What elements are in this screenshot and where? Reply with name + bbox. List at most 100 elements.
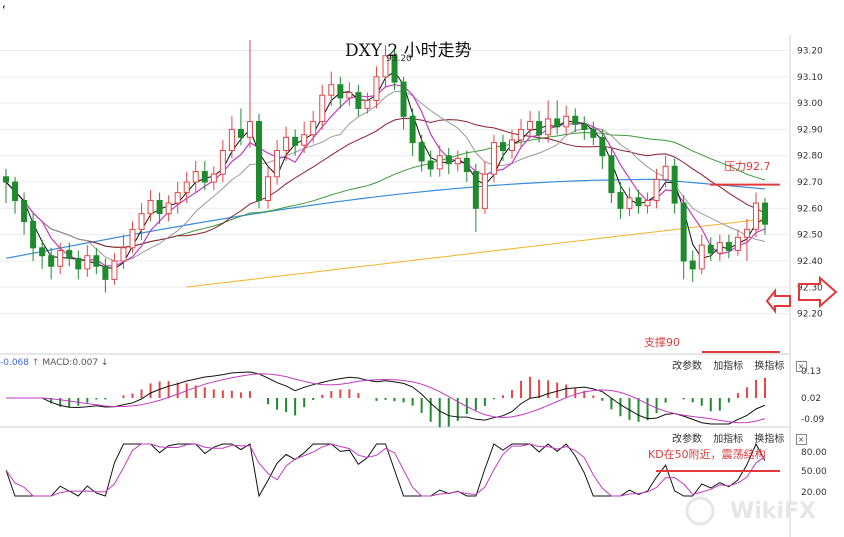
candle-body <box>111 260 118 280</box>
price-tick-label: 93.10 <box>797 73 823 83</box>
candle-body <box>310 121 317 136</box>
kd-change-params-button[interactable]: 改参数 <box>672 434 702 445</box>
support-annotation: 支撑90 <box>644 336 680 349</box>
candle-body <box>536 121 543 136</box>
candle-body <box>427 160 434 170</box>
ma-black-line <box>5 70 766 270</box>
kd-tick-label: 50.00 <box>801 467 827 477</box>
candle-body <box>608 155 615 194</box>
macd-down: ↓ <box>100 358 109 368</box>
candle-body <box>156 199 163 215</box>
candle-body <box>490 142 497 175</box>
macd-close-icon[interactable]: × <box>795 361 807 372</box>
macd-switch-indicator-button[interactable]: 换指标 <box>754 361 785 372</box>
candle-body <box>3 176 9 183</box>
candle-body <box>743 228 750 238</box>
candle-body <box>319 94 326 123</box>
macd-tick-label: 0.13 <box>801 367 821 377</box>
kd-annotation: KD在50附近，震荡结构 <box>648 448 766 461</box>
candle-body <box>48 255 55 267</box>
candle-body <box>201 171 208 183</box>
macd-add-indicator-button[interactable]: 加指标 <box>713 361 744 372</box>
candle-body <box>463 157 470 173</box>
macd-toolbar: 改参数 加指标 换指标 × <box>672 357 815 372</box>
candle-body <box>373 76 380 102</box>
watermark-text: WikiFX <box>730 499 816 524</box>
candle-body <box>509 139 515 151</box>
candle-body <box>445 155 452 165</box>
chart-title: DXY 2 小时走势 <box>345 41 472 61</box>
macd-value: MACD:0.007 <box>42 358 99 368</box>
high-price-label: 93.20 <box>386 54 412 64</box>
candle-body <box>256 121 262 201</box>
candle-body <box>518 128 525 141</box>
candle-body <box>716 242 723 254</box>
candle-body <box>192 171 199 183</box>
price-tick-label: 92.60 <box>797 204 823 214</box>
watermark-logo-icon <box>685 496 715 526</box>
candle-body <box>66 249 73 259</box>
candle-body <box>454 157 461 165</box>
candle-body <box>283 136 290 151</box>
price-tick-label: 93.00 <box>797 99 823 109</box>
macd-prefix: -0.068 <box>0 358 30 368</box>
candle-body <box>400 81 407 117</box>
candle-body <box>147 199 154 215</box>
candle-body <box>698 244 705 270</box>
kd-d-line <box>5 443 766 497</box>
top-mark: , <box>2 0 6 10</box>
candle-body <box>734 236 741 251</box>
candle-body <box>183 181 190 194</box>
candle-body <box>57 249 64 267</box>
macd-tick-label: -0.09 <box>801 415 825 425</box>
kd-switch-indicator-button[interactable]: 换指标 <box>754 434 785 445</box>
macd-dea-line <box>6 373 766 424</box>
kd-tick-label: 20.00 <box>801 488 827 498</box>
macd-change-params-button[interactable]: 改参数 <box>672 361 702 372</box>
candle-body <box>545 118 552 136</box>
kd-close-icon[interactable]: × <box>795 434 807 445</box>
candle-body <box>644 199 651 207</box>
candle-body <box>635 197 642 207</box>
candle-body <box>671 165 678 204</box>
kd-toolbar: 改参数 加指标 换指标 × <box>672 430 815 445</box>
macd-tick-label: 0.02 <box>801 394 821 404</box>
price-tick-label: 92.50 <box>797 231 823 241</box>
candle-body <box>337 84 344 99</box>
price-tick-label: 92.70 <box>797 178 823 188</box>
candle-body <box>617 192 624 209</box>
candle-body <box>120 247 127 262</box>
candle-body <box>21 199 28 223</box>
candle-body <box>265 176 272 201</box>
candle-body <box>752 202 759 230</box>
candle-body <box>680 202 687 262</box>
candle-body <box>174 192 181 204</box>
candle-body <box>364 100 371 109</box>
candle-body <box>12 181 19 201</box>
candle-body <box>572 115 579 125</box>
candle-body <box>391 55 398 83</box>
candle-body <box>274 149 281 178</box>
candle-body <box>165 202 172 215</box>
candle-body <box>590 128 597 138</box>
price-tick-label: 93.20 <box>797 47 823 57</box>
candle-body <box>581 123 588 130</box>
price-tick-label: 92.80 <box>797 152 823 162</box>
resistance-annotation: 压力92.7 <box>724 160 771 173</box>
candle-body <box>210 173 217 183</box>
candle-body <box>499 142 506 151</box>
kd-add-indicator-button[interactable]: 加指标 <box>713 434 744 445</box>
candle-body <box>554 118 561 128</box>
price-tick-label: 92.90 <box>797 125 823 135</box>
macd-readout: -0.068 ↑ MACD:0.007 ↓ <box>0 358 109 368</box>
kd-k-line <box>5 442 766 498</box>
candle-body <box>725 242 732 251</box>
ma-gray-line <box>5 90 766 262</box>
candle-body <box>662 165 669 180</box>
candle-body <box>689 260 696 270</box>
candle-body <box>626 197 633 209</box>
candle-body <box>346 92 353 99</box>
candle-body <box>653 178 660 201</box>
candle-body <box>39 247 46 257</box>
